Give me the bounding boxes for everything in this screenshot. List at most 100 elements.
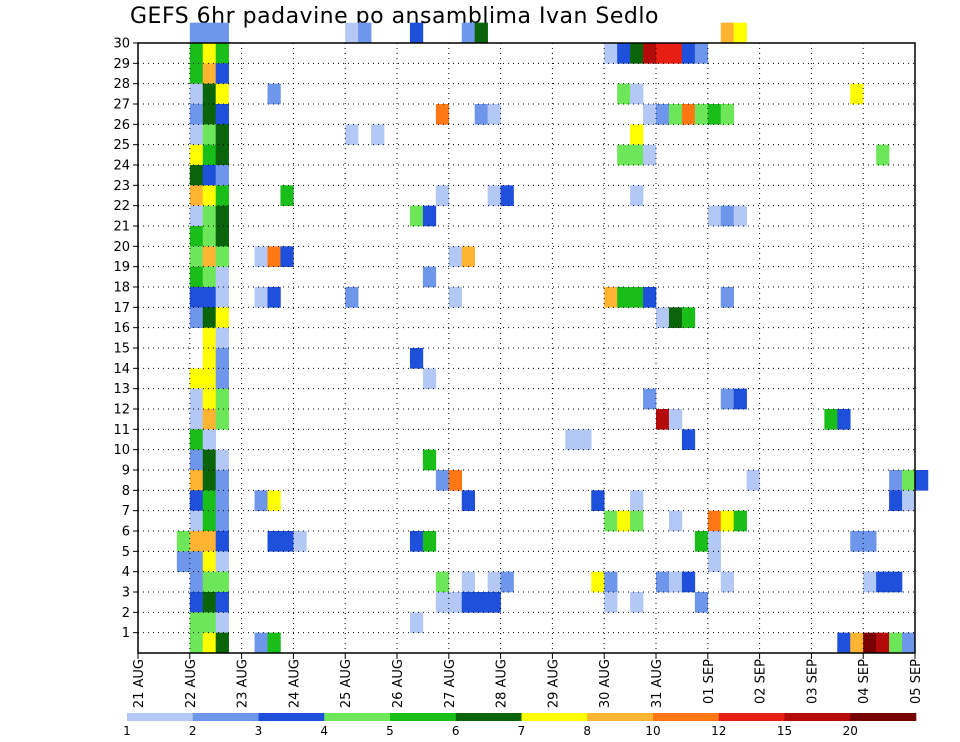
heatmap-cell xyxy=(681,429,696,450)
y-tick-label: 25 xyxy=(113,138,130,153)
heatmap-cell xyxy=(215,327,229,349)
heatmap-cell xyxy=(902,632,916,654)
heatmap-cell xyxy=(604,571,618,593)
heatmap-cell xyxy=(422,368,437,389)
heatmap-cell xyxy=(215,104,229,125)
y-tick-label: 1 xyxy=(122,626,130,641)
heatmap-cell xyxy=(176,551,191,572)
colorbar-label: 15 xyxy=(777,724,792,738)
heatmap-cell xyxy=(215,388,229,410)
colorbar-segment xyxy=(587,713,654,721)
heatmap-cell xyxy=(215,571,229,593)
colorbar-segment xyxy=(192,713,259,721)
heatmap-cell xyxy=(681,43,696,64)
heatmap-cell xyxy=(202,287,216,308)
heatmap-cell xyxy=(720,104,734,125)
heatmap-cell xyxy=(707,531,722,552)
heatmap-cell xyxy=(591,571,605,593)
heatmap-cell xyxy=(409,348,424,369)
heatmap-cell xyxy=(215,368,229,389)
heatmap-cell xyxy=(215,226,229,247)
heatmap-cell xyxy=(202,388,216,410)
heatmap-cell xyxy=(409,531,424,552)
heatmap-cell xyxy=(707,510,722,532)
y-tick-label: 20 xyxy=(113,240,130,255)
heatmap-cell xyxy=(448,246,463,267)
heatmap-cell xyxy=(371,124,385,145)
heatmap-cell xyxy=(630,144,644,166)
heatmap-cell xyxy=(202,612,216,633)
heatmap-cell xyxy=(189,409,204,430)
x-tick-label: 27 AUG xyxy=(443,659,458,708)
heatmap-cell xyxy=(202,144,216,166)
heatmap-cell xyxy=(681,104,696,125)
heatmap-cell xyxy=(733,388,747,410)
heatmap-cell xyxy=(461,571,475,593)
heatmap-cell xyxy=(202,327,216,349)
heatmap-cell xyxy=(267,531,281,552)
heatmap-cell xyxy=(189,165,204,186)
heatmap-cell xyxy=(215,165,229,186)
heatmap-cell xyxy=(656,104,670,125)
heatmap-cell xyxy=(202,63,216,84)
heatmap-cell xyxy=(474,22,488,44)
heatmap-cell xyxy=(189,449,204,471)
heatmap-cell xyxy=(254,287,268,308)
x-tick-label: 04 SEP xyxy=(857,659,872,704)
heatmap-cell xyxy=(668,307,683,328)
heatmap-cell xyxy=(215,531,229,552)
heatmap-cell xyxy=(215,470,229,491)
heatmap-cell xyxy=(202,348,216,369)
heatmap-cell xyxy=(189,388,204,410)
heatmap-cell xyxy=(215,266,229,288)
heatmap-cell xyxy=(694,531,709,552)
heatmap-cell xyxy=(422,449,437,471)
heatmap-cell xyxy=(215,490,229,511)
colorbar-segment xyxy=(653,713,720,721)
heatmap-cell xyxy=(189,307,204,328)
heatmap-cell xyxy=(733,510,747,532)
colorbar-segment xyxy=(258,713,325,721)
heatmap-cell xyxy=(189,470,204,491)
x-tick-label: 30 AUG xyxy=(598,659,613,708)
heatmap-cell xyxy=(215,409,229,430)
heatmap-cell xyxy=(889,470,903,491)
heatmap-cell xyxy=(202,551,216,572)
heatmap-cell xyxy=(202,43,216,64)
heatmap-cell xyxy=(448,592,463,613)
heatmap-cell xyxy=(889,490,903,511)
colorbar-label: 10 xyxy=(645,724,660,738)
heatmap-cell xyxy=(461,490,475,511)
heatmap-cell xyxy=(215,124,229,145)
heatmap-cell xyxy=(215,43,229,64)
heatmap-cell xyxy=(668,510,683,532)
heatmap-cell xyxy=(189,632,204,654)
heatmap-cell xyxy=(189,185,204,206)
heatmap-cell xyxy=(707,551,722,572)
heatmap-cell xyxy=(215,348,229,369)
y-tick-label: 26 xyxy=(113,118,130,133)
heatmap-cell xyxy=(604,287,618,308)
heatmap-cell xyxy=(461,592,475,613)
heatmap-cell xyxy=(487,185,501,206)
y-tick-label: 14 xyxy=(113,362,130,377)
heatmap-cell xyxy=(863,531,877,552)
heatmap-cell xyxy=(422,205,437,227)
heatmap-cell xyxy=(500,571,514,593)
y-tick-label: 3 xyxy=(122,586,130,601)
colorbar-label: 3 xyxy=(255,724,263,738)
heatmap-cell xyxy=(630,287,644,308)
heatmap-cell xyxy=(604,592,618,613)
heatmap-cell xyxy=(668,409,683,430)
heatmap-cell xyxy=(617,287,631,308)
heatmap-cell xyxy=(837,409,851,430)
heatmap-cell xyxy=(215,612,229,633)
heatmap-cell xyxy=(668,571,683,593)
heatmap-cell xyxy=(202,266,216,288)
heatmap-cell xyxy=(280,531,294,552)
colorbar-segment xyxy=(455,713,522,721)
heatmap-cell xyxy=(189,43,204,64)
heatmap-cell xyxy=(202,226,216,247)
y-tick-label: 6 xyxy=(122,525,130,540)
